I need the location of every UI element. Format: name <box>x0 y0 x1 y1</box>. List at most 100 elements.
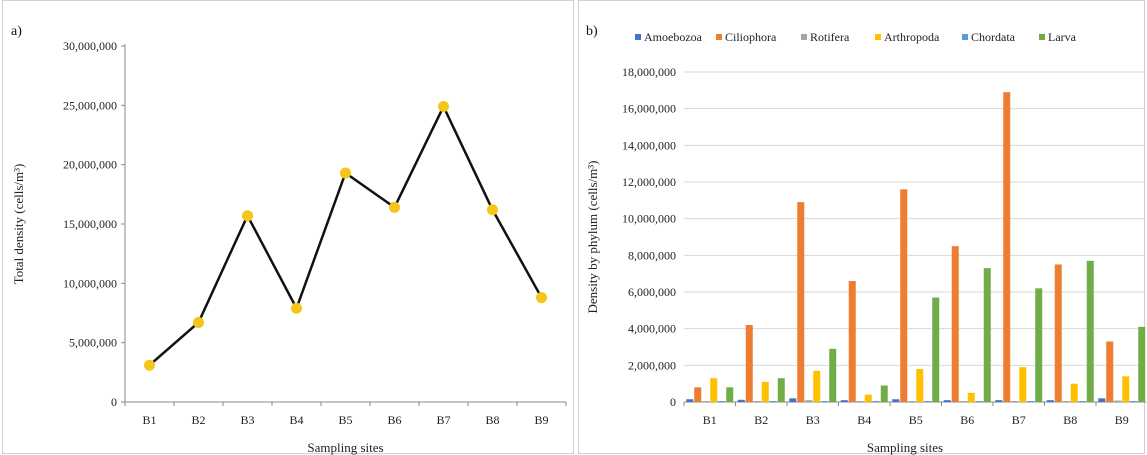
y-tick-label: 15,000,000 <box>63 217 117 231</box>
x-tick-label: B4 <box>289 413 303 427</box>
y-tick-label: 6,000,000 <box>628 285 676 299</box>
x-tick-label: B2 <box>754 413 768 427</box>
y-tick-label: 2,000,000 <box>628 358 676 372</box>
bar-arthropoda-B9 <box>1122 376 1130 402</box>
x-tick-label: B1 <box>703 413 717 427</box>
y-tick-label: 8,000,000 <box>628 248 676 262</box>
data-point-B9 <box>536 292 547 304</box>
phylum-density-bar-chart: b) Amoebozoa Ciliophora Rotifera Arthropoda C… <box>585 24 1146 455</box>
data-point-B4 <box>291 302 302 314</box>
bar-ciliophora-B5 <box>900 189 908 402</box>
bar-amoebozoa-B1 <box>686 399 694 402</box>
y-tick-label: 16,000,000 <box>622 102 676 116</box>
bar-arthropoda-B6 <box>967 392 975 402</box>
x-tick-label: B8 <box>1063 413 1077 427</box>
bar-larva-B9 <box>1138 326 1146 402</box>
bar-chordata-B1 <box>718 401 726 402</box>
total-density-line <box>148 103 543 367</box>
bar-arthropoda-B5 <box>916 369 924 402</box>
x-tick-label: B3 <box>240 413 254 427</box>
bar-arthropoda-B2 <box>761 381 769 402</box>
bar-larva-B1 <box>726 387 734 402</box>
bar-rotifera-B7 <box>1011 401 1019 402</box>
bar-rotifera-B8 <box>1062 401 1070 402</box>
bar-amoebozoa-B3 <box>789 398 797 402</box>
bar-amoebozoa-B8 <box>1046 400 1054 402</box>
y-tick-label: 14,000,000 <box>622 138 676 152</box>
data-point-B6 <box>389 201 400 213</box>
bar-ciliophora-B3 <box>797 202 805 402</box>
panel-label-a: a) <box>11 24 22 39</box>
y-tick-label: 12,000,000 <box>622 175 676 189</box>
x-tick-label: B5 <box>338 413 352 427</box>
total-density-line-chart: a) 0 5,000,000 10,000,000 15,000,000 20,000,0… <box>11 24 567 455</box>
bar-amoebozoa-B6 <box>943 400 951 402</box>
bar-rotifera-B5 <box>908 401 916 402</box>
bar-rotifera-B9 <box>1114 400 1122 402</box>
bar-rotifera-B6 <box>959 401 967 402</box>
bar-ciliophora-B7 <box>1003 92 1011 403</box>
data-point-B8 <box>487 204 498 216</box>
bar-arthropoda-B8 <box>1070 383 1078 402</box>
bar-ciliophora-B6 <box>951 246 959 402</box>
y-tick-label: 10,000,000 <box>622 212 676 226</box>
y-tick-label: 5,000,000 <box>69 336 117 350</box>
bar-larva-B8 <box>1086 260 1094 402</box>
y-tick-label: 18,000,000 <box>622 65 676 79</box>
total-density-panel: a) 0 5,000,000 10,000,000 15,000,000 20,000,0… <box>2 0 574 455</box>
x-tick-label: B3 <box>806 413 820 427</box>
y-tick-label: 10,000,000 <box>63 276 117 290</box>
y-tick-label: 4,000,000 <box>628 322 676 336</box>
bar-chordata-B3 <box>821 401 829 402</box>
bar-chordata-B7 <box>1027 401 1035 402</box>
bar-rotifera-B1 <box>702 401 710 402</box>
y-axis-title: Density by phylum (cells/m³) <box>585 160 600 313</box>
bar-amoebozoa-B7 <box>995 400 1003 402</box>
x-tick-label: B9 <box>1115 413 1129 427</box>
bar-chordata-B9 <box>1130 401 1138 402</box>
bar-ciliophora-B4 <box>848 281 856 402</box>
bar-chordata-B6 <box>975 401 983 402</box>
legend-label-larva: Larva <box>1048 30 1077 44</box>
legend-label-arthropoda: Arthropoda <box>884 30 940 44</box>
panel-label-b: b) <box>586 24 598 39</box>
bar-arthropoda-B4 <box>864 394 872 402</box>
bar-larva-B2 <box>777 378 785 402</box>
legend-swatch-arthropoda <box>875 34 881 40</box>
legend-swatch-chordata <box>962 34 968 40</box>
x-axis-title: Sampling sites <box>867 440 943 455</box>
x-tick-label: B6 <box>387 413 401 427</box>
y-tick-label: 0 <box>111 395 117 409</box>
data-point-B2 <box>193 316 204 328</box>
bar-larva-B7 <box>1035 288 1043 402</box>
y-tick-label: 20,000,000 <box>63 158 117 172</box>
data-point-B7 <box>438 101 449 113</box>
data-point-B5 <box>340 167 351 179</box>
bar-ciliophora-B9 <box>1106 341 1114 402</box>
bar-amoebozoa-B5 <box>892 399 900 402</box>
y-tick-label: 30,000,000 <box>63 39 117 53</box>
bar-arthropoda-B3 <box>813 370 821 402</box>
bar-larva-B6 <box>983 268 991 402</box>
data-point-B1 <box>144 359 155 371</box>
x-tick-label: B7 <box>436 413 450 427</box>
legend-label-chordata: Chordata <box>971 30 1016 44</box>
bar-amoebozoa-B2 <box>737 399 745 402</box>
x-tick-label: B7 <box>1012 413 1026 427</box>
bar-chordata-B4 <box>872 401 880 402</box>
bar-rotifera-B3 <box>805 400 813 402</box>
legend-label-rotifera: Rotifera <box>810 30 850 44</box>
legend-label-ciliophora: Ciliophora <box>725 30 777 44</box>
bar-ciliophora-B1 <box>694 387 702 402</box>
bar-arthropoda-B1 <box>710 378 718 402</box>
bar-rotifera-B2 <box>753 401 761 402</box>
legend-swatch-amoebozoa <box>635 34 641 40</box>
bar-rotifera-B4 <box>856 401 864 402</box>
legend-swatch-rotifera <box>801 34 807 40</box>
x-tick-label: B2 <box>191 413 205 427</box>
x-axis-title: Sampling sites <box>307 440 383 455</box>
bar-ciliophora-B2 <box>745 325 753 402</box>
legend-label-amoebozoa: Amoebozoa <box>644 30 703 44</box>
y-axis-title: Total density (cells/m³) <box>11 164 26 285</box>
